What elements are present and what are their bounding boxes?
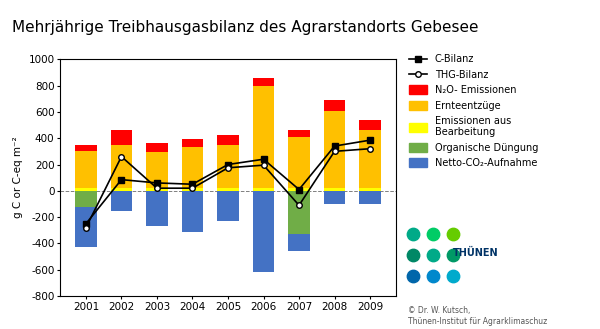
Bar: [75, 191, 97, 207]
Bar: [324, 188, 345, 191]
Bar: [217, 191, 239, 221]
Point: [408, 231, 418, 236]
Bar: [289, 188, 310, 191]
Bar: [182, 147, 203, 188]
Bar: [289, 191, 310, 234]
Bar: [182, 139, 203, 147]
Bar: [289, 130, 310, 137]
Point: [448, 231, 458, 236]
Bar: [217, 188, 239, 191]
Bar: [75, 145, 97, 151]
Bar: [289, 191, 310, 251]
Bar: [146, 152, 167, 188]
Text: THÜNEN: THÜNEN: [453, 248, 499, 258]
Bar: [253, 86, 274, 188]
Bar: [182, 188, 203, 191]
Bar: [289, 137, 310, 188]
Bar: [359, 188, 381, 191]
Point: [408, 273, 418, 278]
Bar: [111, 188, 132, 191]
Point: [428, 273, 438, 278]
Bar: [75, 188, 97, 191]
Point: [428, 252, 438, 257]
Bar: [146, 191, 167, 226]
Bar: [324, 111, 345, 188]
Bar: [359, 130, 381, 188]
Y-axis label: g C or C-eq m⁻²: g C or C-eq m⁻²: [13, 137, 23, 218]
Bar: [111, 145, 132, 188]
Bar: [75, 151, 97, 188]
Bar: [111, 191, 132, 211]
Text: © Dr. W. Kutsch,
Thünen-Institut für Agrarklimaschuz: © Dr. W. Kutsch, Thünen-Institut für Agr…: [408, 306, 547, 326]
Bar: [111, 130, 132, 145]
Bar: [324, 100, 345, 111]
Bar: [75, 191, 97, 247]
Point: [428, 231, 438, 236]
Bar: [217, 145, 239, 188]
Bar: [253, 188, 274, 191]
Point: [448, 252, 458, 257]
Bar: [217, 135, 239, 145]
Bar: [146, 188, 167, 191]
Point: [408, 252, 418, 257]
Bar: [182, 191, 203, 232]
Point: [448, 273, 458, 278]
Bar: [146, 143, 167, 152]
Bar: [359, 120, 381, 130]
Bar: [253, 191, 274, 272]
Text: Mehrjährige Treibhausgasbilanz des Agrarstandorts Gebesee: Mehrjährige Treibhausgasbilanz des Agrar…: [12, 20, 479, 35]
Bar: [359, 191, 381, 204]
Bar: [324, 191, 345, 204]
Bar: [253, 78, 274, 86]
Legend: C-Bilanz, THG-Bilanz, N₂O- Emissionen, Ernteentzüge, Emissionen aus
Bearbeitung,: C-Bilanz, THG-Bilanz, N₂O- Emissionen, E…: [409, 55, 538, 168]
